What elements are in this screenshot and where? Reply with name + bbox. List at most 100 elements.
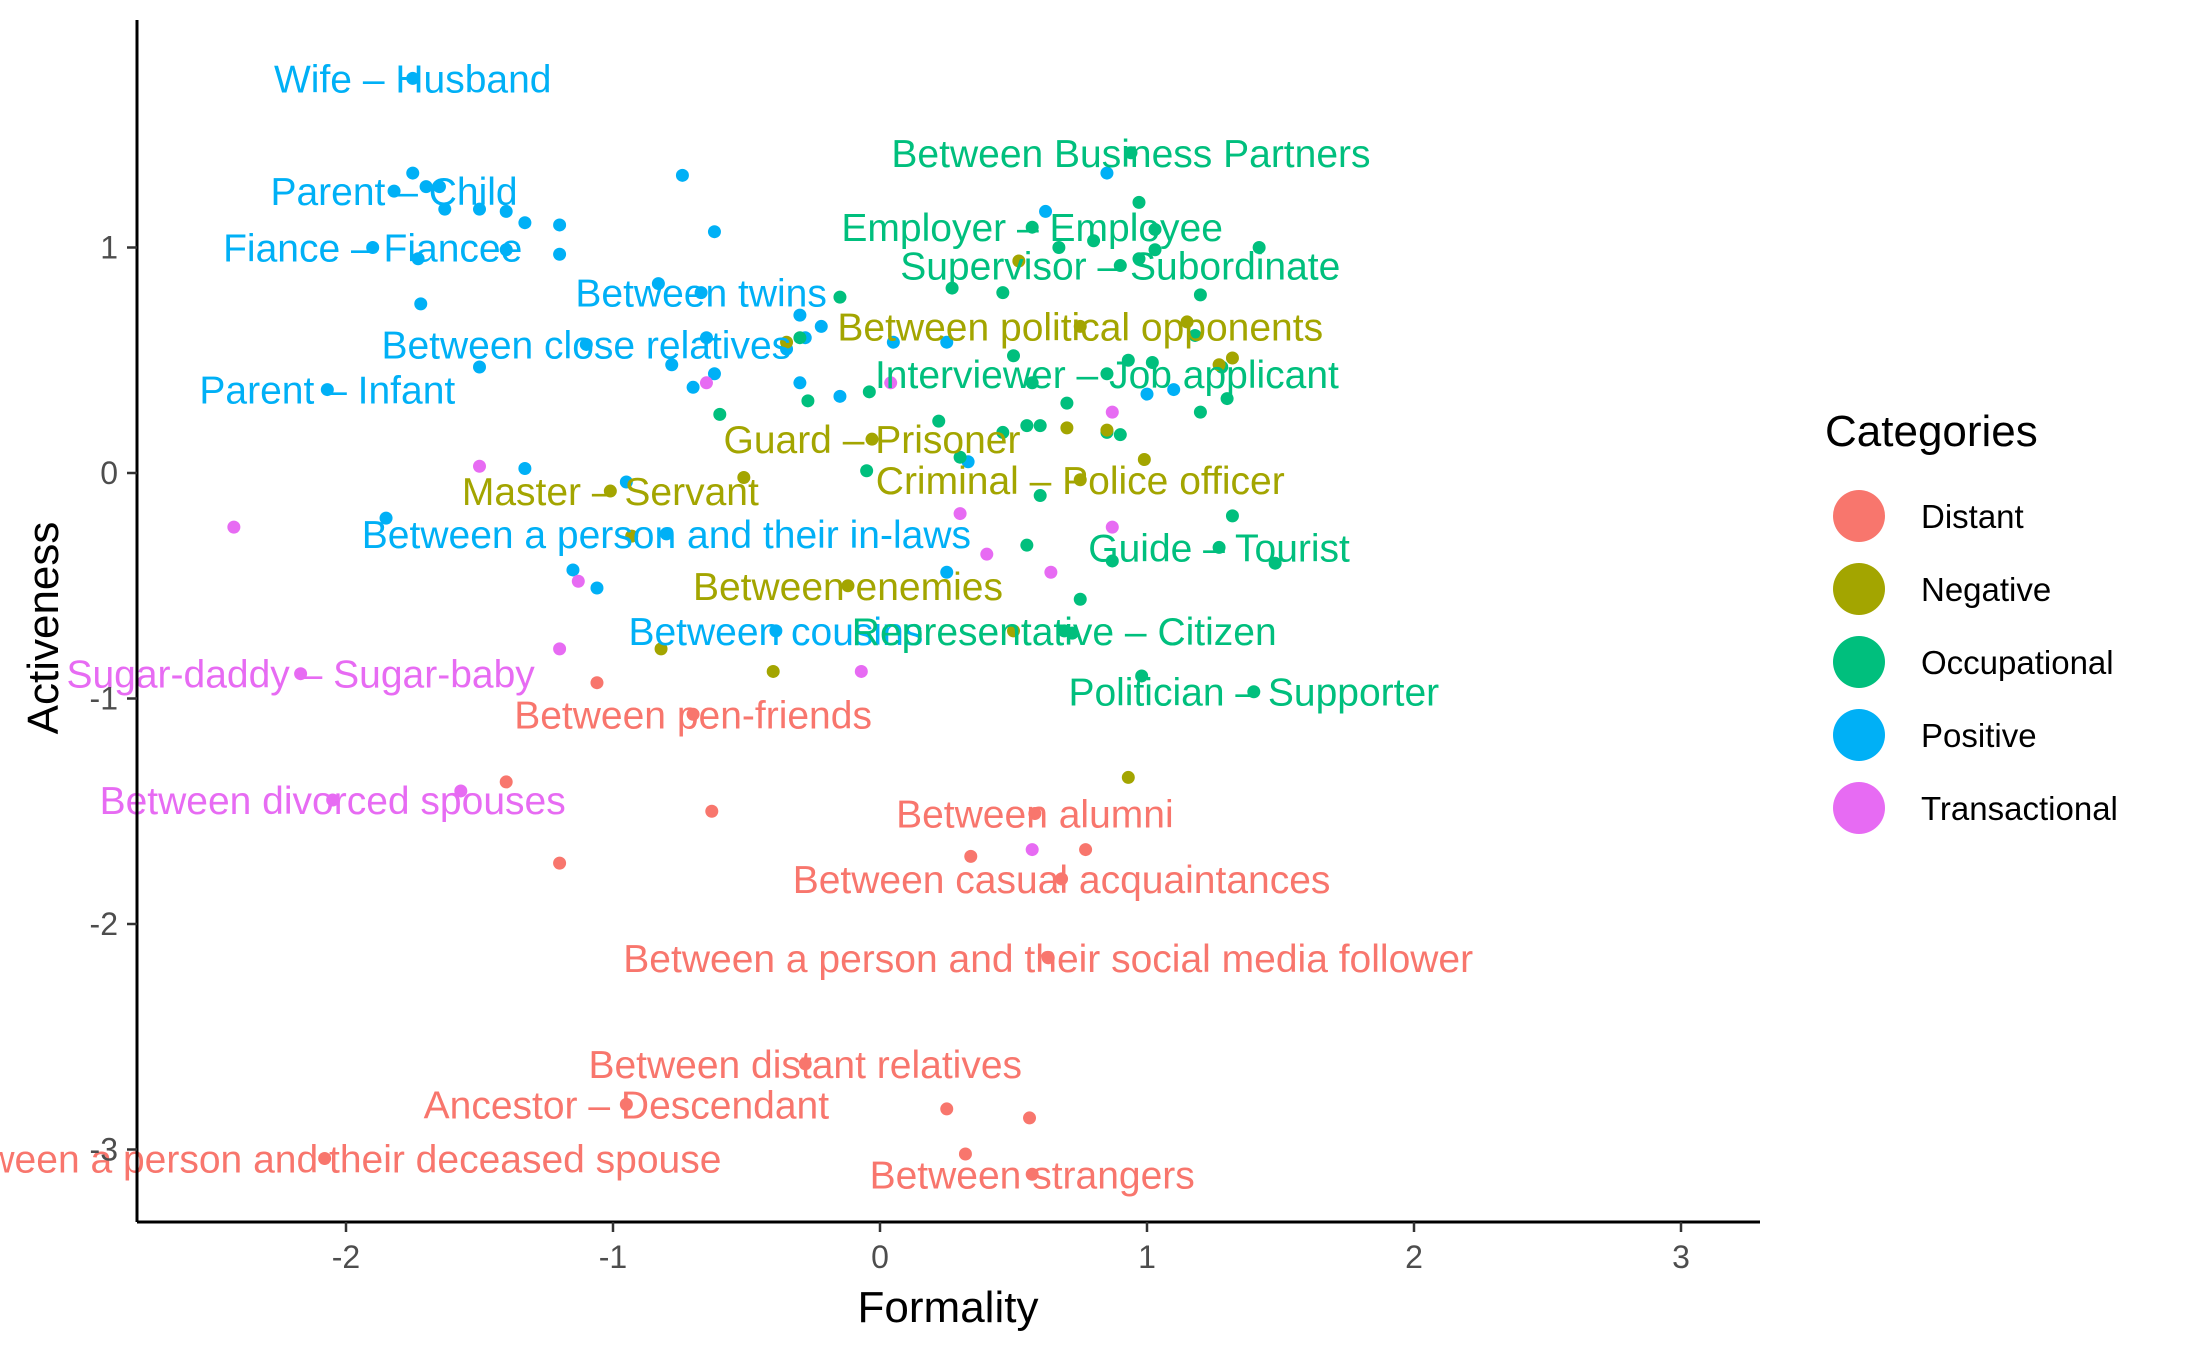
point-distant [318, 1152, 332, 1166]
point-label: Between a person and their deceased spou… [0, 1139, 721, 1182]
point-transactional [227, 520, 241, 534]
point-occupational [1105, 554, 1119, 568]
point-negative [1100, 423, 1114, 437]
point-transactional [699, 376, 713, 390]
point-occupational [833, 290, 847, 304]
point-distant [590, 676, 604, 690]
legend-key-distant [1833, 490, 1885, 542]
point-positive [651, 277, 665, 291]
point-negative [625, 529, 639, 543]
point-occupational [1060, 396, 1074, 410]
point-occupational [1268, 556, 1282, 570]
point-occupational [953, 450, 967, 464]
point-positive [1140, 387, 1154, 401]
point-label: Criminal – Police officer [876, 460, 1285, 503]
point-occupational [1212, 540, 1226, 554]
point-positive [499, 204, 513, 218]
point-label: Between a person and their social media … [623, 938, 1473, 981]
point-label: Between enemies [693, 566, 1003, 609]
point-label: Between political opponents [837, 306, 1323, 349]
point-positive [833, 389, 847, 403]
point-transactional [571, 574, 585, 588]
legend-title: Categories [1825, 407, 2038, 456]
point-positive [590, 581, 604, 595]
point-positive [699, 331, 713, 345]
point-positive [579, 337, 593, 351]
point-positive [414, 297, 428, 311]
point-positive [940, 565, 954, 579]
point-positive [411, 252, 425, 266]
point-distant [553, 856, 567, 870]
point-negative [865, 432, 879, 446]
legend-label-negative: Negative [1921, 571, 2051, 608]
point-distant [1079, 843, 1093, 857]
point-label: Parent – Child [270, 171, 517, 214]
legend-label-transactional: Transactional [1921, 790, 2118, 827]
point-positive [379, 511, 393, 525]
point-occupational [1113, 259, 1127, 273]
y-tick-label: -2 [90, 906, 118, 942]
y-tick-label: -1 [90, 681, 118, 717]
points-layer [227, 71, 1282, 1181]
y-tick-label: 1 [100, 230, 118, 266]
y-tick-label: 0 [100, 455, 118, 491]
point-distant [958, 1147, 972, 1161]
point-distant [1025, 1167, 1039, 1181]
y-ticks: -3 -2 -1 0 1 [90, 230, 137, 1168]
point-label: Between close relatives [381, 324, 791, 367]
point-occupational [1052, 241, 1066, 254]
legend-key-positive [1833, 709, 1885, 761]
point-positive [438, 202, 452, 216]
point-occupational [932, 414, 946, 428]
point-transactional [1105, 405, 1119, 419]
point-label: Sugar-daddy – Sugar-baby [66, 654, 535, 697]
point-negative [1012, 254, 1026, 268]
point-transactional [884, 376, 898, 390]
point-occupational [860, 464, 874, 478]
point-distant [1041, 951, 1055, 965]
point-negative [1073, 473, 1087, 487]
point-occupational [1020, 419, 1034, 433]
point-distant [1023, 1111, 1037, 1125]
point-positive [707, 225, 721, 239]
point-occupational [1007, 349, 1020, 363]
point-positive [694, 286, 708, 300]
point-label: Between cousins [628, 611, 923, 654]
point-positive [432, 180, 446, 194]
point-distant [964, 849, 978, 863]
point-label: Between distant relatives [588, 1044, 1022, 1087]
x-tick-label: 0 [871, 1239, 889, 1275]
legend-entries: Distant Negative Occupational Positive Trans… [1833, 490, 2118, 834]
point-occupational [1145, 356, 1159, 370]
point-transactional [553, 642, 567, 656]
point-positive [320, 383, 334, 397]
point-occupational [1073, 592, 1087, 606]
point-label: Between twins [575, 273, 826, 316]
point-occupational [862, 385, 876, 399]
point-label: Between a person and their in-laws [362, 514, 971, 557]
point-label: Guide – Tourist [1088, 527, 1350, 570]
point-label: Master – Servant [462, 471, 759, 514]
point-positive [707, 367, 721, 381]
point-occupational [793, 331, 807, 345]
point-occupational [1193, 405, 1207, 419]
point-negative [841, 579, 855, 593]
y-tick-label: -3 [90, 1132, 118, 1168]
point-negative [1007, 624, 1020, 638]
point-transactional [1025, 843, 1039, 857]
point-transactional [953, 507, 967, 521]
point-positive [1039, 204, 1053, 218]
legend-label-distant: Distant [1921, 498, 2024, 535]
point-negative [737, 471, 751, 485]
point-occupational [1247, 685, 1261, 699]
legend-key-transactional [1833, 782, 1885, 834]
point-occupational [1148, 222, 1162, 236]
point-positive [553, 247, 567, 261]
point-transactional [854, 664, 868, 678]
legend-key-occupational [1833, 636, 1885, 688]
point-label: Between divorced spouses [100, 780, 566, 823]
point-transactional [1044, 565, 1058, 579]
x-ticks: -2 -1 0 1 2 3 [332, 1222, 1690, 1275]
x-tick-label: -2 [332, 1239, 360, 1275]
point-positive [366, 241, 380, 254]
